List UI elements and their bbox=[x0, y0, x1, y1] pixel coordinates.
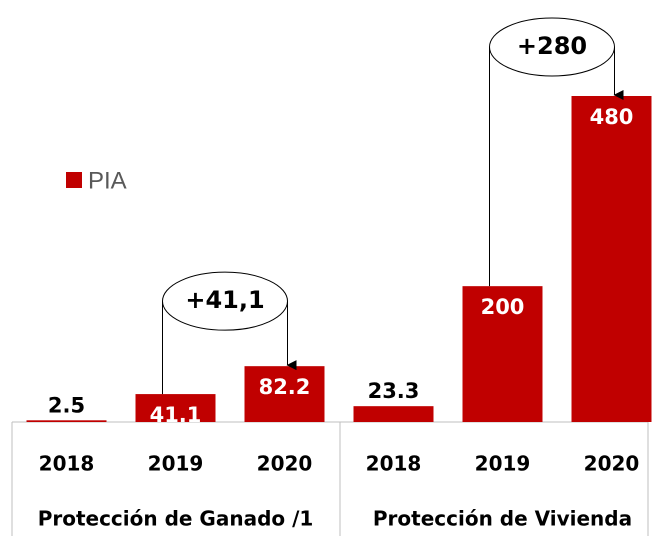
value-label: 82.2 bbox=[259, 375, 311, 399]
value-label: 480 bbox=[590, 105, 634, 129]
legend-swatch bbox=[66, 172, 82, 188]
value-label: 23.3 bbox=[368, 379, 420, 403]
legend-label: PIA bbox=[88, 167, 127, 194]
value-label: 41.1 bbox=[150, 403, 202, 427]
x-tick-label: 2020 bbox=[584, 452, 640, 476]
x-tick-label: 2019 bbox=[475, 452, 531, 476]
annotation: +280 bbox=[517, 32, 587, 60]
x-tick-label: 2019 bbox=[148, 452, 204, 476]
bar bbox=[26, 420, 107, 422]
x-tick-label: 2018 bbox=[366, 452, 422, 476]
annotation-ellipse bbox=[162, 271, 288, 331]
bar bbox=[353, 406, 434, 422]
value-label: 200 bbox=[481, 295, 525, 319]
bar bbox=[244, 366, 325, 422]
bar bbox=[135, 394, 216, 422]
bar bbox=[462, 286, 543, 422]
annotation: +41,1 bbox=[185, 286, 264, 314]
x-tick-label: 2020 bbox=[257, 452, 313, 476]
annotation-ellipse bbox=[489, 17, 615, 77]
bar bbox=[571, 96, 652, 422]
value-label: 2.5 bbox=[48, 393, 85, 417]
x-tick-label: 2018 bbox=[39, 452, 95, 476]
group-label: Protección de Vivienda bbox=[373, 507, 632, 531]
group-label: Protección de Ganado /1 bbox=[38, 507, 314, 531]
